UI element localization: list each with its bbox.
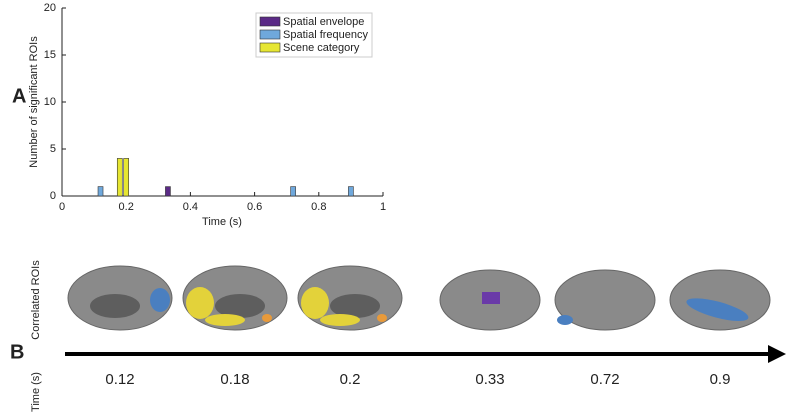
time-label: 0.12: [105, 371, 134, 388]
bar: [123, 158, 129, 197]
x-tick-label: 0.8: [311, 201, 326, 213]
y-tick-label: 20: [44, 2, 56, 14]
time-label: 0.33: [475, 371, 504, 388]
legend-swatch: [259, 29, 281, 40]
time-label: 0.72: [590, 371, 619, 388]
arrow-head: [768, 345, 786, 363]
x-tick-label: 0.6: [247, 201, 262, 213]
x-tick-label: 0.2: [119, 201, 134, 213]
panel-label: B: [10, 341, 24, 363]
bar: [97, 186, 104, 197]
legend-label: Spatial envelope: [283, 16, 364, 28]
timeline-axis-label: Time (s): [30, 372, 42, 412]
legend-swatch: [259, 16, 281, 27]
bar: [348, 186, 354, 197]
y-tick-label: 10: [44, 96, 56, 108]
time-label: 0.2: [340, 371, 361, 388]
legend-swatch: [259, 42, 281, 53]
y-tick-label: 0: [50, 190, 56, 202]
x-tick-label: 0: [59, 201, 65, 213]
x-tick-label: 0.4: [183, 201, 198, 213]
time-label: 0.9: [710, 371, 731, 388]
y-tick-label: 5: [50, 143, 56, 155]
bar: [290, 186, 296, 197]
x-axis-label: Time (s): [202, 216, 242, 228]
panel-label: A: [12, 85, 26, 107]
x-tick-label: 1: [380, 201, 386, 213]
legend-label: Spatial frequency: [283, 29, 368, 41]
legend-label: Scene category: [283, 42, 360, 54]
brains: [67, 265, 771, 331]
timeline-label: Correlated ROIs: [30, 260, 42, 340]
time-label: 0.18: [220, 371, 249, 388]
y-tick-label: 15: [44, 49, 56, 61]
bar: [116, 158, 123, 197]
y-axis-label: Number of significant ROIs: [28, 36, 40, 168]
bar: [165, 186, 171, 197]
